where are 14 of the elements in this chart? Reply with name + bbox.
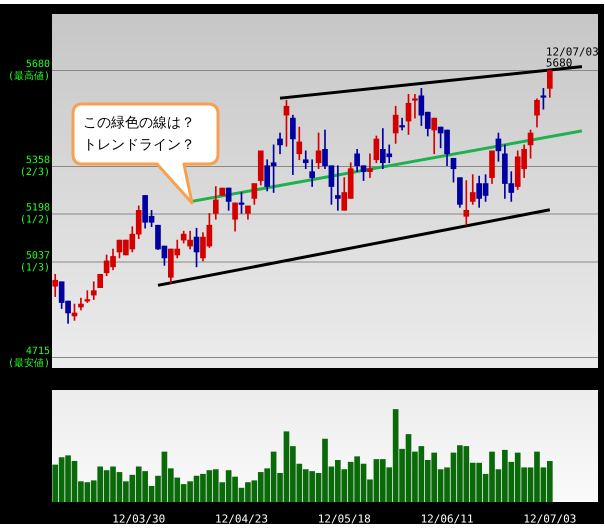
- y-tick-label: 5358 (2/3): [20, 154, 50, 178]
- x-tick-label: 12/06/11: [420, 512, 474, 526]
- x-tick-label: 12/04/23: [215, 512, 268, 526]
- x-tick-label: 12/05/18: [318, 512, 371, 526]
- y-tick-label: 4715 (最安値): [8, 346, 50, 370]
- annotation: 12/07/03 5680: [546, 46, 599, 70]
- candlestick: [219, 188, 226, 196]
- y-tick-label: 5198 (1/2): [20, 202, 50, 226]
- y-tick-label: 5037 (1/3): [20, 250, 50, 274]
- x-tick-label: 12/07/03: [523, 512, 576, 526]
- speech-bubble: この緑色の線は？トレンドライン？: [71, 102, 221, 206]
- annotation: この緑色の線は？トレンドライン？: [83, 114, 196, 155]
- y-tick-label: 5680 (最高値): [8, 59, 50, 82]
- x-tick-label: 12/03/30: [112, 512, 166, 526]
